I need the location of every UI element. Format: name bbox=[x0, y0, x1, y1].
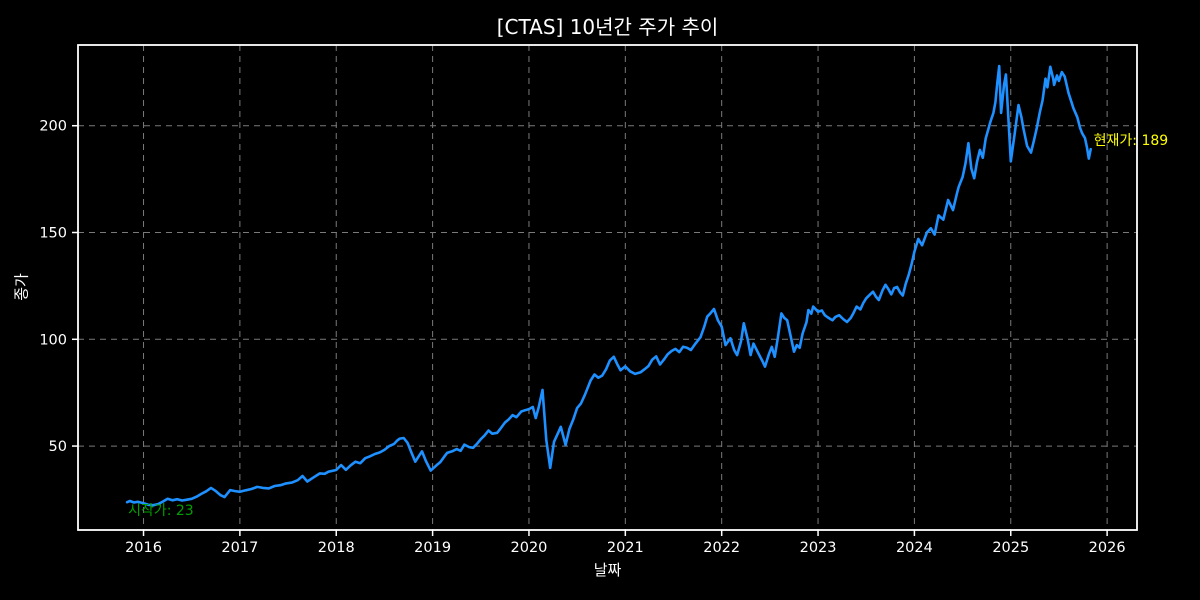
y-tick-label: 100 bbox=[39, 332, 67, 348]
x-tick-label: 2018 bbox=[318, 540, 355, 556]
start-price-annotation: 시작가: 23 bbox=[128, 503, 194, 520]
x-tick-label: 2025 bbox=[992, 540, 1029, 556]
x-tick-label: 2016 bbox=[125, 540, 162, 556]
x-tick-label: 2021 bbox=[607, 540, 644, 556]
x-tick-label: 2017 bbox=[221, 540, 258, 556]
y-tick-label: 200 bbox=[39, 119, 67, 135]
plot-border bbox=[77, 44, 1138, 531]
x-axis-label: 날짜 bbox=[593, 561, 622, 579]
y-tick-label: 50 bbox=[49, 439, 67, 455]
y-tick-label: 150 bbox=[39, 226, 67, 242]
price-line bbox=[125, 64, 1092, 507]
x-tick-label: 2019 bbox=[414, 540, 451, 556]
y-axis-label: 종가 bbox=[12, 273, 31, 301]
x-tick-label: 2024 bbox=[896, 540, 933, 556]
plot-area bbox=[78, 45, 1137, 530]
x-tick-label: 2020 bbox=[511, 540, 548, 556]
current-price-annotation: 현재가: 189 bbox=[1093, 133, 1169, 150]
x-tick-label: 2023 bbox=[800, 540, 837, 556]
x-tick-label: 2022 bbox=[703, 540, 740, 556]
x-tick-label: 2026 bbox=[1089, 540, 1126, 556]
chart-title: [CTAS] 10년간 주가 추이 bbox=[496, 15, 719, 39]
